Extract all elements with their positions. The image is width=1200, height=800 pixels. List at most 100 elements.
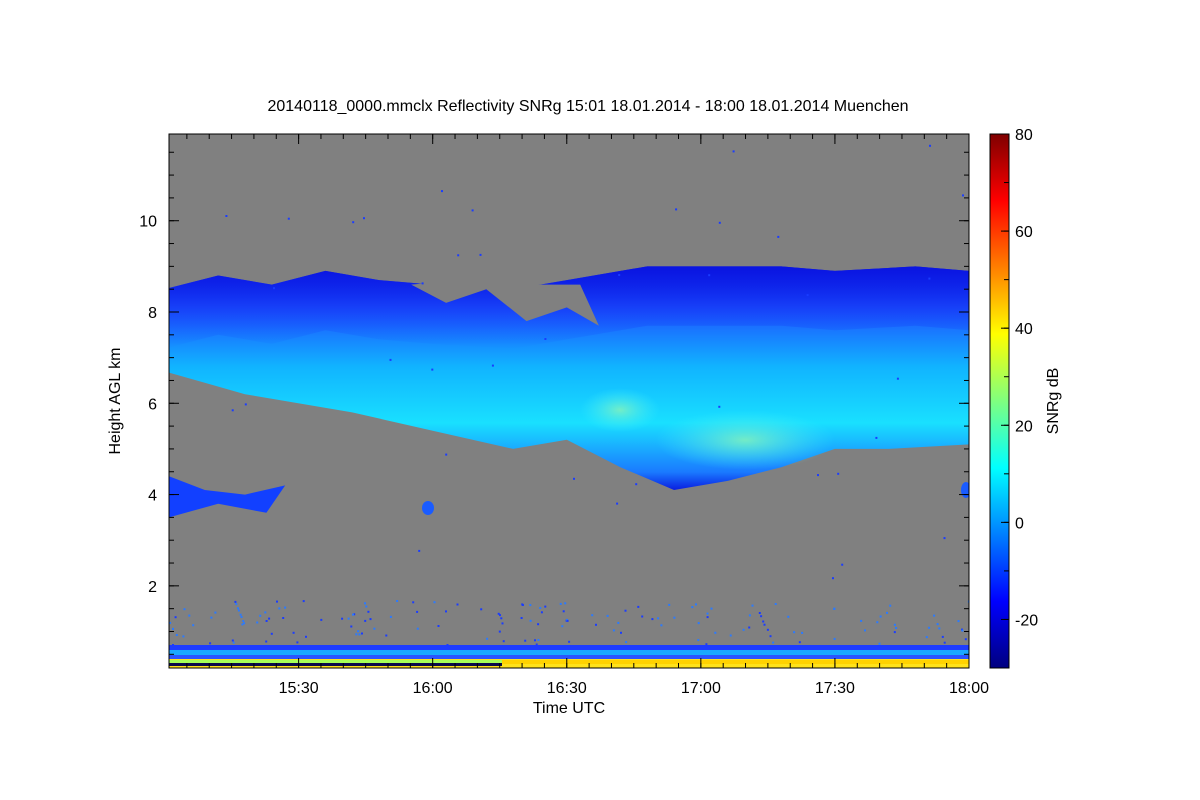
speckle bbox=[772, 641, 775, 644]
y-axis: 2 4 6 8 10 bbox=[139, 151, 969, 655]
speckle bbox=[566, 619, 569, 622]
speckle bbox=[183, 608, 186, 611]
speckle bbox=[841, 563, 844, 566]
speckle bbox=[385, 634, 388, 637]
speckle bbox=[697, 622, 700, 625]
speckle bbox=[801, 631, 804, 634]
speckle bbox=[591, 614, 594, 617]
speckle bbox=[742, 628, 745, 631]
speckle bbox=[445, 610, 447, 613]
speckle bbox=[242, 620, 245, 623]
colorbar-tick-label: 0 bbox=[1015, 515, 1024, 532]
speckle bbox=[833, 608, 836, 610]
speckle bbox=[214, 611, 217, 614]
colorbar bbox=[989, 133, 1010, 669]
low-cloud-patch bbox=[169, 476, 286, 518]
speckle bbox=[748, 614, 751, 617]
speckle bbox=[833, 637, 836, 640]
speckle bbox=[457, 254, 460, 257]
speckle bbox=[539, 607, 542, 609]
speckle bbox=[864, 629, 866, 632]
speckle bbox=[524, 639, 527, 642]
surface-clutter bbox=[169, 663, 502, 666]
speckle bbox=[501, 622, 504, 625]
speckle bbox=[544, 605, 547, 608]
speckle bbox=[273, 287, 275, 290]
speckle bbox=[479, 253, 482, 256]
speckle bbox=[798, 641, 801, 644]
speckle bbox=[172, 627, 174, 630]
speckle bbox=[416, 627, 419, 630]
speckle bbox=[535, 643, 538, 646]
speckle bbox=[175, 634, 178, 636]
speckle bbox=[357, 630, 360, 633]
speckle bbox=[714, 631, 717, 634]
speckle bbox=[817, 474, 819, 477]
speckle bbox=[961, 629, 964, 632]
speckle bbox=[491, 364, 494, 367]
speckle bbox=[364, 602, 366, 605]
speckle bbox=[456, 603, 459, 606]
speckle bbox=[651, 618, 654, 621]
speckle bbox=[270, 632, 273, 635]
speckle bbox=[225, 215, 228, 217]
speckle bbox=[276, 600, 278, 603]
speckle bbox=[889, 604, 892, 607]
speckle bbox=[758, 612, 761, 614]
speckle bbox=[691, 606, 694, 609]
speckle bbox=[268, 617, 271, 620]
speckle bbox=[412, 601, 415, 604]
chart-title: 20140118_0000.mmclx Reflectivity SNRg 15… bbox=[267, 98, 909, 115]
speckle bbox=[441, 190, 443, 193]
speckle bbox=[876, 621, 879, 624]
speckle bbox=[256, 621, 259, 624]
speckle bbox=[564, 602, 567, 605]
speckle bbox=[437, 625, 440, 627]
speckle bbox=[635, 483, 638, 486]
speckle bbox=[832, 577, 834, 580]
speckle bbox=[232, 641, 235, 644]
speckle bbox=[928, 626, 931, 629]
speckle bbox=[943, 537, 946, 540]
speckle bbox=[231, 409, 234, 412]
y-tick-label: 4 bbox=[148, 488, 157, 505]
speckle bbox=[296, 641, 299, 644]
speckle bbox=[766, 628, 769, 631]
cloud-core bbox=[655, 410, 835, 470]
speckle bbox=[231, 639, 234, 642]
speckle bbox=[732, 150, 735, 153]
speckle bbox=[612, 629, 615, 632]
speckle bbox=[673, 616, 676, 619]
speckle bbox=[240, 615, 243, 618]
speckle bbox=[625, 641, 628, 644]
speckle bbox=[537, 623, 540, 626]
speckle bbox=[352, 613, 354, 616]
speckle bbox=[203, 490, 206, 493]
speckle bbox=[367, 610, 370, 613]
speckle bbox=[708, 274, 711, 277]
speckle bbox=[210, 616, 213, 619]
speckle bbox=[486, 637, 489, 640]
speckle bbox=[938, 627, 941, 630]
speckle bbox=[641, 615, 644, 618]
colorbar-label: SNRg dB bbox=[1045, 368, 1062, 435]
y-tick-label: 6 bbox=[148, 396, 157, 413]
speckle bbox=[606, 614, 609, 617]
y-tick-label: 2 bbox=[148, 579, 157, 596]
speckle bbox=[471, 209, 474, 212]
speckle bbox=[697, 639, 700, 642]
x-tick-label: 17:30 bbox=[815, 680, 855, 697]
speckle bbox=[521, 603, 524, 606]
speckle bbox=[284, 606, 287, 609]
speckle bbox=[624, 609, 627, 612]
speckle bbox=[941, 635, 944, 638]
speckle bbox=[361, 632, 363, 635]
speckle bbox=[235, 603, 238, 606]
speckle bbox=[595, 623, 597, 626]
speckle bbox=[618, 274, 621, 276]
colorbar-tick-label: 60 bbox=[1015, 224, 1033, 241]
speckle bbox=[896, 377, 899, 380]
speckle bbox=[879, 615, 882, 618]
